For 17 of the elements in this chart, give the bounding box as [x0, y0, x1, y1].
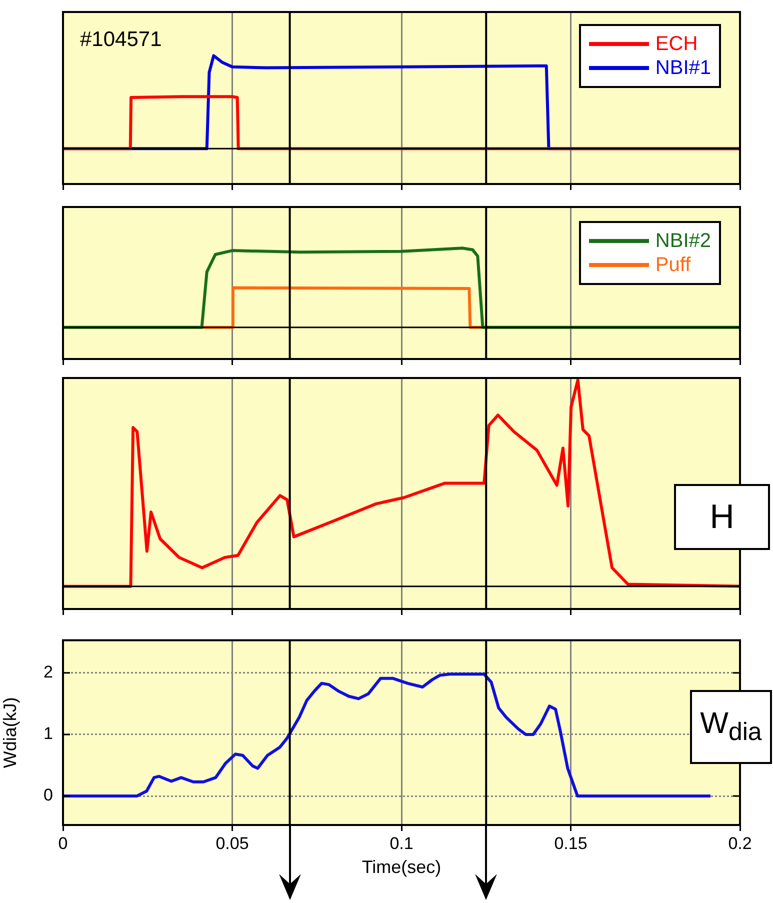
y-tick-label: 2 [44, 662, 53, 682]
x-tick-label: 0 [58, 834, 68, 853]
annotation: W$_{dia}$ [700, 707, 762, 747]
legend-label: Puff [655, 253, 691, 277]
x-tick-label: 0.1 [390, 834, 414, 853]
legend-label: ECH [655, 32, 698, 56]
y-tick-label: 0 [44, 786, 53, 805]
y-axis-title: Wdia(kJ) [0, 697, 20, 768]
x-tick-label: 0.2 [728, 834, 752, 853]
x-axis-title: Time(sec) [362, 857, 442, 878]
annotation: H [710, 498, 734, 536]
x-tick-label: 0.15 [554, 834, 588, 853]
text: #104571 [80, 28, 162, 52]
y-tick-label: 1 [44, 724, 53, 744]
legend-label: NBI#1 [655, 56, 711, 80]
x-tick-label: 0.05 [216, 834, 249, 853]
legend-label: NBI#2 [655, 229, 711, 253]
